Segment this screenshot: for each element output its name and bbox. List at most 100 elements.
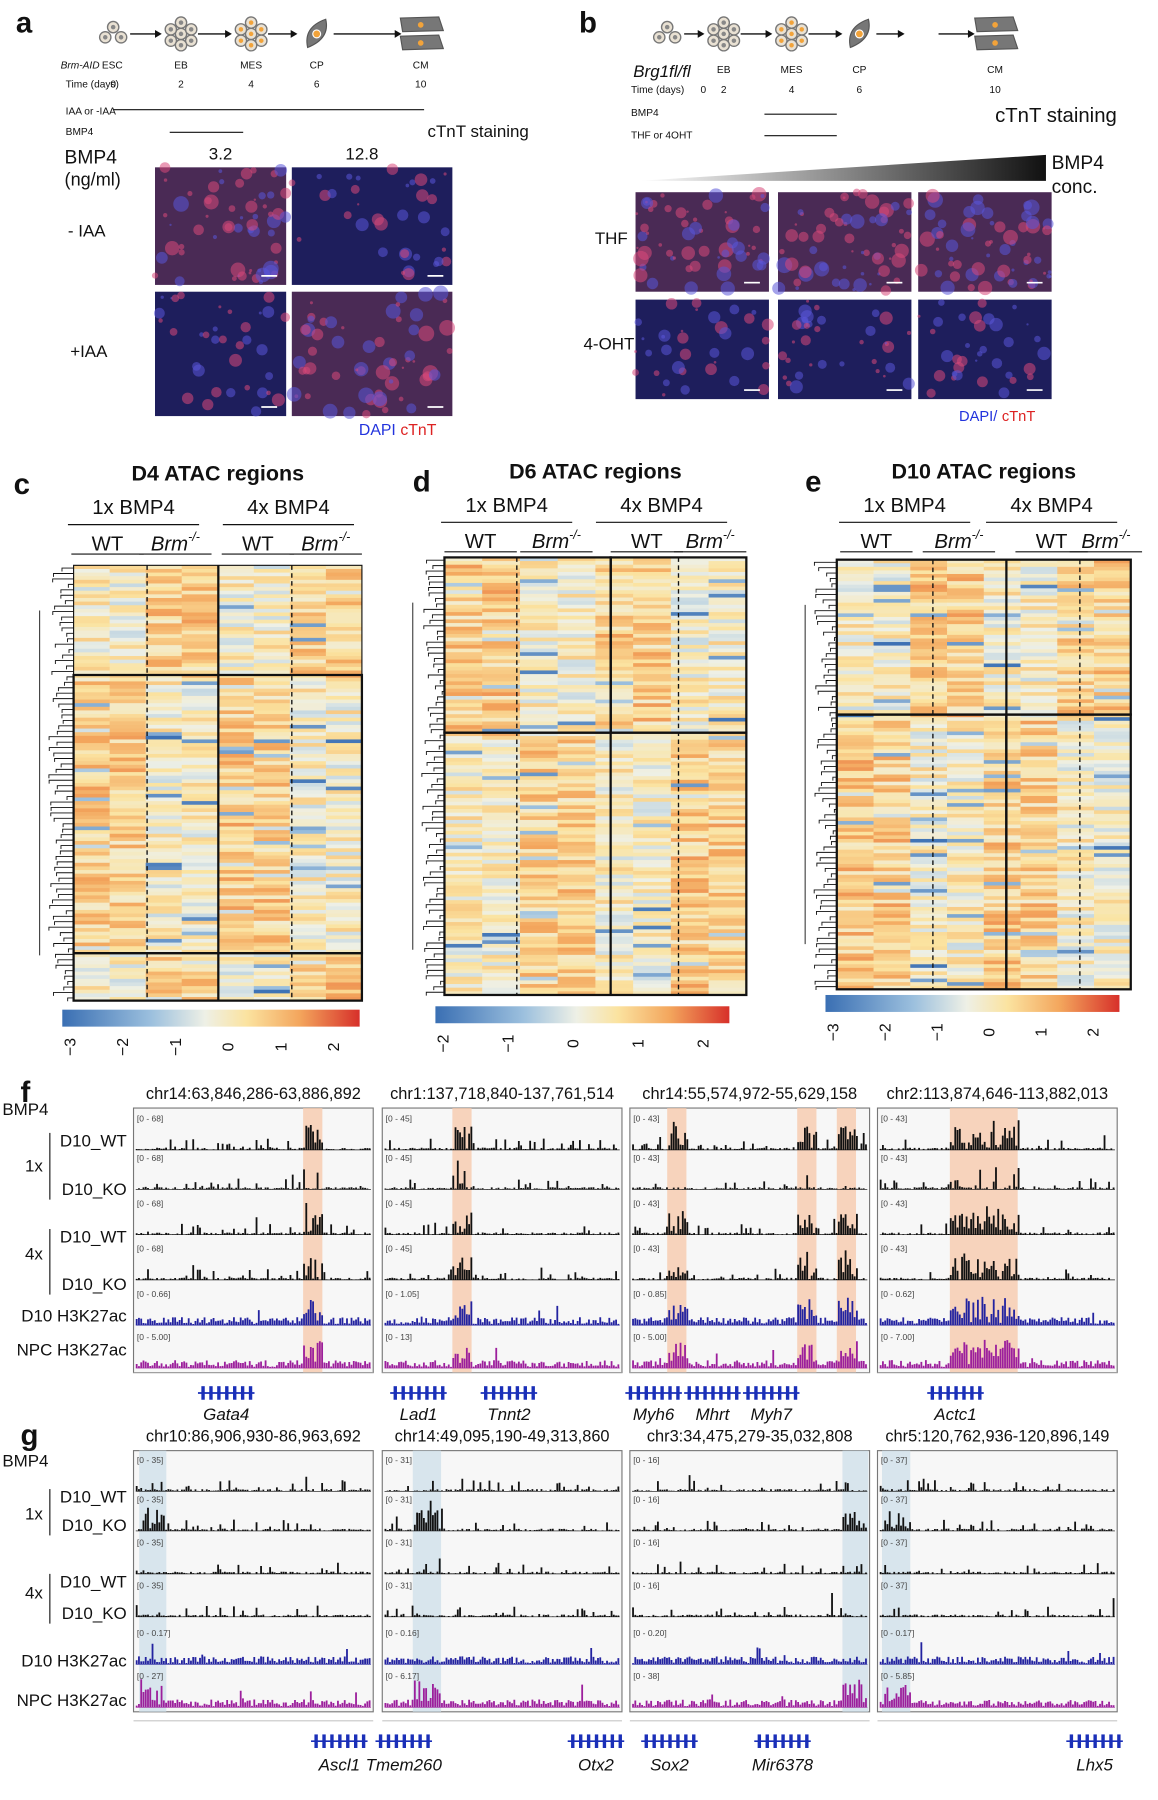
heatmap-cell [289, 851, 327, 856]
stain [951, 370, 958, 377]
heatmap-cell [947, 724, 985, 729]
heatmap-cell [145, 790, 183, 795]
heatmap-cell [145, 732, 183, 737]
heatmap-cell [325, 616, 363, 621]
heatmap-cell [519, 827, 559, 832]
heatmap-cell [73, 659, 111, 664]
heatmap-cell [217, 790, 255, 795]
heatmap-cell [557, 732, 596, 737]
heatmap-cell [181, 931, 219, 936]
heatmap-cell [444, 630, 483, 635]
heatmap-cell [670, 805, 710, 810]
heatmap-cell [289, 880, 327, 885]
heatmap-cell [73, 641, 111, 646]
heatmap-cell [708, 925, 747, 930]
heatmap-cell [1020, 620, 1058, 625]
heatmap-cell [325, 750, 363, 755]
heatmap-cell [181, 685, 219, 690]
heatmap-cell [557, 779, 596, 784]
heatmap-cell [1094, 674, 1132, 679]
stain [963, 206, 976, 218]
heatmap-cell [836, 853, 874, 858]
heatmap-cell [595, 568, 634, 573]
heatmap-cell [1057, 656, 1095, 661]
heatmap-cell [873, 595, 911, 600]
heatmap-cell [1057, 692, 1095, 697]
heatmap-cell [1057, 871, 1095, 876]
stain [413, 253, 421, 261]
exon [754, 1386, 758, 1400]
heatmap-cell [519, 644, 559, 650]
heatmap-cell [1020, 953, 1058, 958]
heatmap-cell [181, 924, 219, 929]
gene-name: Sox2 [650, 1756, 689, 1775]
heatmap-cell [73, 772, 111, 777]
heatmap-cell [708, 991, 747, 996]
stain [1034, 335, 1041, 343]
track-range: [0 - 31] [386, 1495, 412, 1505]
heatmap-cell [595, 670, 634, 675]
heatmap-cell [109, 782, 147, 788]
heatmap-cell [217, 768, 255, 773]
heatmap-cell [145, 830, 183, 835]
heatmap-cell [482, 936, 521, 941]
heatmap-cell [595, 714, 634, 719]
heatmap-cell [836, 831, 874, 836]
heatmap-cell [1094, 946, 1132, 951]
signal [632, 1679, 867, 1708]
heatmap-cell [325, 637, 363, 642]
gene-name: Tmem260 [366, 1756, 443, 1775]
heatmap-cell [836, 885, 874, 890]
heatmap-cell [1020, 670, 1058, 675]
signal [632, 1211, 867, 1235]
heatmap-cell [595, 674, 634, 679]
stain [240, 167, 253, 180]
heatmap-cell [836, 613, 874, 618]
heatmap-cell [482, 969, 521, 974]
heatmap-cell [145, 706, 183, 711]
heatmap-cell [109, 873, 147, 878]
exon [746, 1386, 750, 1400]
heatmap-cell [670, 561, 710, 566]
heatmap-cell [873, 566, 911, 571]
heatmap-cell [181, 837, 219, 842]
heatmap-cell [910, 964, 948, 969]
heatmap-cell [910, 684, 948, 690]
heatmap-cell [557, 812, 596, 817]
heatmap-cell [289, 808, 327, 813]
heatmap-cell [181, 953, 219, 958]
stain [641, 337, 645, 341]
heatmap-cell [482, 590, 521, 595]
heatmap-cell [910, 914, 948, 919]
heatmap-cell [1094, 824, 1132, 829]
heatmap-cell [873, 842, 911, 847]
stage-label: EB [174, 60, 188, 71]
heatmap-cell [519, 911, 559, 916]
heatmap-cell [325, 692, 363, 697]
heatmap-cell [670, 947, 710, 952]
heatmap-cell [253, 579, 291, 584]
heatmap-cell [1094, 878, 1132, 883]
heatmap-cell [983, 573, 1021, 579]
heatmap-cell [873, 810, 911, 815]
track-range: [0 - 5.00] [633, 1332, 666, 1342]
heatmap-cell [670, 787, 710, 792]
track-panel [132, 1450, 374, 1713]
heatmap-cell [1094, 663, 1132, 668]
heatmap-cell [947, 613, 985, 618]
heatmap-cell [1020, 727, 1058, 732]
heatmap-cell [482, 557, 521, 562]
heatmap-cell [708, 561, 747, 566]
heatmap-cell [708, 765, 747, 770]
stain [265, 372, 274, 381]
heatmap-cell [708, 885, 747, 890]
heatmap-cell [873, 591, 911, 596]
heatmap-cell [519, 575, 559, 580]
heatmap-cell [670, 557, 710, 562]
track-range: [0 - 37] [881, 1538, 907, 1548]
heatmap-cell [73, 601, 111, 606]
heatmap-cell [73, 891, 111, 896]
heatmap-cell [947, 924, 985, 929]
stain [1008, 278, 1018, 288]
heatmap-cell [444, 881, 483, 887]
